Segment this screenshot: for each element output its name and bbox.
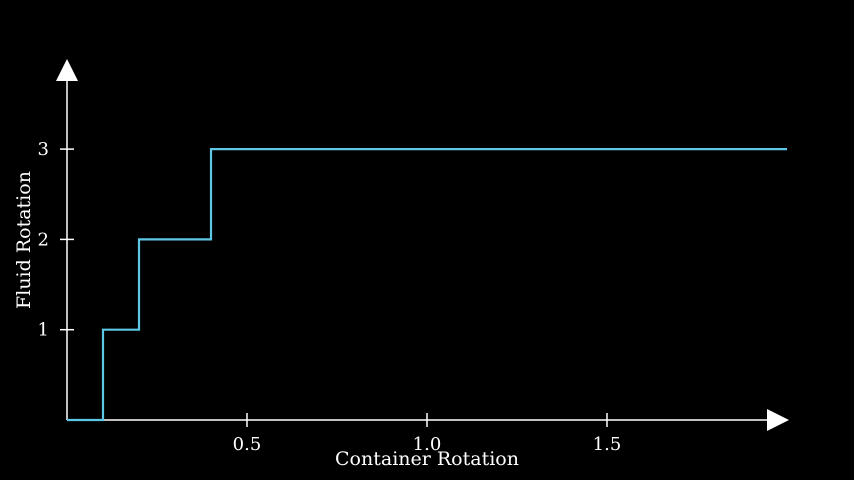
y-tick-label: 3 <box>38 139 49 160</box>
x-ticks: 0.5 1.0 1.5 <box>233 413 622 455</box>
y-tick-label: 1 <box>38 320 49 341</box>
y-tick-label: 2 <box>38 229 49 250</box>
y-axis-arrow-icon <box>56 59 78 81</box>
x-axis-arrow-icon <box>767 409 789 431</box>
y-ticks: 1 2 3 <box>38 139 74 341</box>
x-axis-title: Container Rotation <box>335 448 519 470</box>
series-layer <box>66 148 788 422</box>
y-axis-title: Fluid Rotation <box>13 171 35 309</box>
x-tick-label: 1.5 <box>593 434 622 455</box>
x-tick-label: 1.0 <box>413 434 442 455</box>
series-line <box>67 148 787 422</box>
x-tick-label: 0.5 <box>233 434 262 455</box>
